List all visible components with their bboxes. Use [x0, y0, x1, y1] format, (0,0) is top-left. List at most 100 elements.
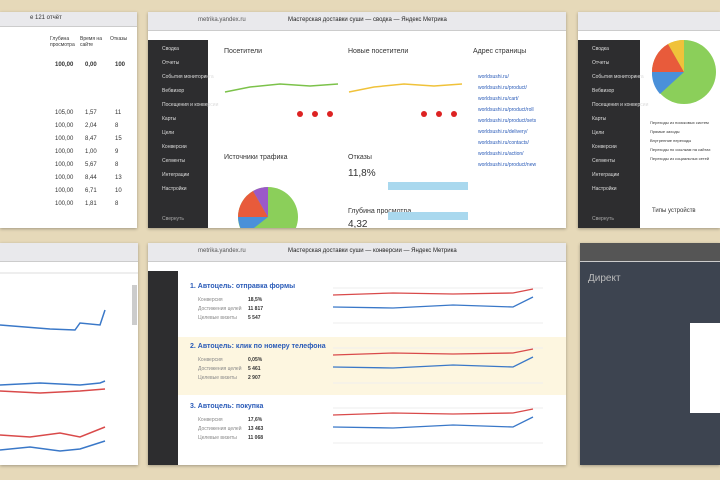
nav-item: События мониторинга	[592, 74, 644, 80]
table-cell: 1,81	[85, 201, 97, 207]
sparkbars	[388, 182, 468, 220]
table-cell: 100,00	[55, 188, 74, 194]
widget-title: Источники трафика	[224, 154, 288, 161]
table-cell: 15	[115, 136, 122, 142]
page-link: worldsushi.ru/	[478, 74, 509, 80]
table-cell: 100,00	[55, 162, 74, 168]
nav-item: Настройки	[592, 186, 617, 192]
widget-title: Типы устройств	[652, 208, 696, 214]
metric-label: Конверсия	[198, 417, 223, 423]
nav-item: Конверсии	[162, 144, 187, 150]
goal-chart	[333, 287, 543, 324]
browser-bar	[0, 12, 137, 27]
popup	[690, 323, 720, 413]
widget-title: Адрес страницы	[473, 48, 527, 55]
column-header: Время на сайте	[80, 36, 102, 48]
direct-window: Директ	[580, 243, 720, 465]
nav-item: Карты	[162, 116, 177, 122]
table-cell: 8,44	[85, 175, 97, 181]
tab-title: e 121 отчёт	[30, 15, 62, 21]
browser-bar	[0, 243, 138, 262]
nav-item: Посещения и конверсии	[162, 102, 219, 108]
nav-item: Вебвизор	[592, 88, 615, 94]
widget-title: Посетители	[224, 48, 262, 55]
goal-chart	[333, 407, 543, 444]
table-cell: 100,00	[55, 149, 74, 155]
metric-label: Конверсия	[198, 357, 223, 363]
page-link: worldsushi.ru/action/	[478, 151, 524, 157]
table-cell: 105,00	[55, 110, 74, 116]
nav-item: События мониторинга	[162, 74, 214, 80]
browser-bar	[578, 12, 720, 31]
nav-item: Отчеты	[162, 60, 180, 66]
table-cell: 1,00	[85, 149, 97, 155]
nav-item: Конверсии	[592, 144, 617, 150]
summary-window: metrika.yandex.ru Мастерская доставки суш…	[148, 12, 566, 228]
metric-label: Достижения целей	[198, 426, 242, 432]
metric-label: Целевые визиты	[198, 375, 237, 381]
collapse: Свернуть	[592, 216, 614, 222]
conversions-window: metrika.yandex.ru Мастерская доставки суш…	[148, 243, 566, 465]
goal-chart	[333, 347, 543, 384]
metric-value: 18,5%	[248, 297, 263, 303]
goal-title: 1. Автоцель: отправка формы	[190, 283, 296, 290]
summary-cell: 100	[115, 62, 126, 68]
legend-item: Переходы из социальных сетей	[650, 156, 710, 161]
metric-value: 11 817	[248, 306, 264, 312]
traffic-pie	[238, 186, 298, 228]
legend-item: Переходы по ссылкам на сайтах	[650, 147, 711, 152]
table-cell: 8	[115, 123, 119, 129]
metric-label: Достижения целей	[198, 306, 242, 312]
nav-item: Интеграции	[162, 172, 190, 178]
widget-title: Глубина просмотра	[348, 208, 412, 215]
summary-cell: 0,00	[85, 62, 97, 68]
nav-item: Отчеты	[592, 60, 610, 66]
table-cell: 9	[115, 149, 119, 155]
nav-item: Цели	[592, 130, 605, 136]
nav-item: Сводка	[592, 46, 609, 52]
legend-item: Прямые заходы	[650, 129, 680, 134]
table-cell: 13	[115, 175, 122, 181]
metric-value: 11,8%	[348, 168, 376, 179]
nav-item: Карты	[592, 116, 607, 122]
metric-value: 4,32	[348, 219, 368, 228]
legend-item: Переходы из поисковых систем	[650, 120, 709, 125]
column-header: Глубина просмотра	[50, 36, 75, 48]
nav-item: Цели	[162, 130, 175, 136]
column-header: Отказы	[110, 36, 128, 42]
window-title: Мастерская доставки суши — конверсии — Я…	[288, 248, 457, 254]
page-link: worldsushi.ru/product/sets	[478, 118, 537, 124]
goal-title: 2. Автоцель: клик по номеру телефона	[190, 343, 326, 350]
metric-label: Целевые визиты	[198, 435, 237, 441]
page-link: worldsushi.ru/delivery/	[478, 129, 528, 135]
summary-cell: 100,00	[55, 62, 74, 68]
window-title: Мастерская доставки суши — сводка — Янде…	[288, 17, 447, 23]
report-table-window: e 121 отчёт Глубина просмотра Время на сай…	[0, 12, 137, 228]
nav-item: Настройки	[162, 186, 187, 192]
table-cell: 1,57	[85, 110, 97, 116]
url: metrika.yandex.ru	[198, 248, 246, 254]
traffic-pie	[651, 40, 716, 104]
page-link: worldsushi.ru/product/	[478, 85, 527, 91]
metric-value: 2 907	[248, 375, 261, 381]
metric-value: 0,05%	[248, 357, 263, 363]
table-cell: 8,47	[85, 136, 97, 142]
table-cell: 100,00	[55, 201, 74, 207]
sidebar	[148, 271, 178, 465]
browser-bar	[580, 243, 720, 262]
table-cell: 8	[115, 162, 119, 168]
metric-value: 5 461	[248, 366, 261, 372]
table-cell: 6,71	[85, 188, 97, 194]
widget-title: Новые посетители	[348, 48, 409, 55]
nav-item: Сегменты	[592, 158, 616, 164]
nav-item: Вебвизор	[162, 88, 185, 94]
visitors-chart	[224, 83, 339, 117]
chart-window	[0, 243, 138, 465]
goal-title: 3. Автоцель: покупка	[190, 403, 264, 410]
logo: Директ	[588, 273, 621, 284]
widget-title: Отказы	[348, 154, 372, 161]
table-cell: 11	[115, 110, 122, 116]
url: metrika.yandex.ru	[198, 17, 246, 23]
table-cell: 2,04	[85, 123, 97, 129]
sidebar: Сводка Отчеты События мониторинга Вебвизор П…	[578, 40, 648, 228]
